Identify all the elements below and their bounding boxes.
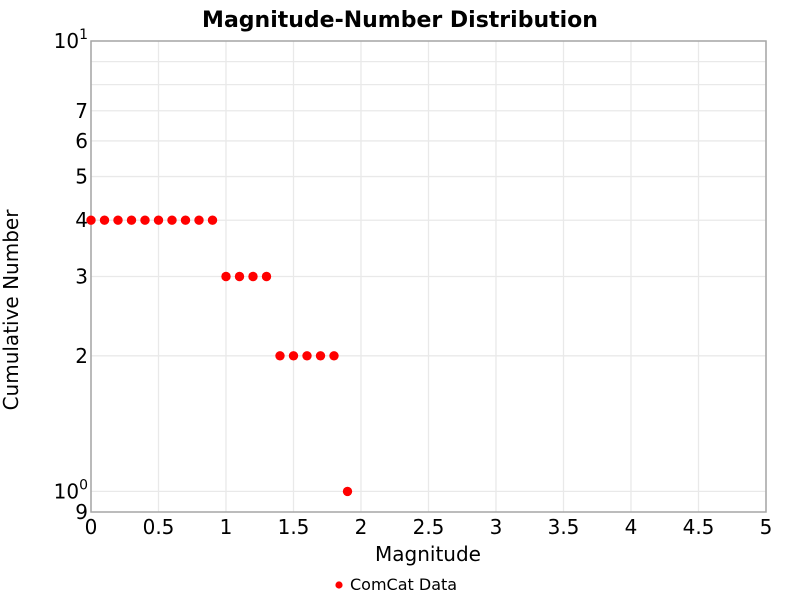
x-axis-label: Magnitude: [375, 542, 481, 566]
x-tick-label: 0.5: [143, 515, 175, 539]
y-tick-label: 3: [75, 265, 88, 289]
data-point: [153, 215, 164, 225]
gridlines: [90, 40, 767, 512]
y-tick-label: 7: [75, 99, 88, 123]
data-point: [99, 215, 110, 225]
y-tick-label: 101: [54, 27, 88, 53]
data-point: [86, 215, 96, 225]
chart-title: Magnitude-Number Distribution: [202, 8, 598, 33]
y-tick-label: 2: [75, 344, 88, 368]
data-point: [329, 351, 339, 361]
data-point: [234, 271, 245, 282]
x-tick-label: 4.5: [683, 515, 715, 539]
x-tick-label: 3: [490, 515, 503, 539]
y-tick-label: 5: [75, 165, 88, 189]
x-tick-label: 1: [220, 515, 233, 539]
legend-marker-icon: [335, 581, 343, 589]
data-points: [86, 215, 353, 497]
data-point: [302, 351, 312, 361]
data-point: [248, 271, 258, 282]
data-point: [126, 215, 137, 225]
x-tick-labels: 0 0.5 1 1.5 2 2.5 3 3.5 4 4.5 5: [85, 515, 773, 539]
data-point: [207, 215, 218, 225]
data-point: [261, 271, 272, 282]
data-point: [180, 215, 191, 225]
y-tick-label: 9: [75, 500, 88, 524]
data-point: [221, 271, 231, 282]
data-point: [194, 215, 204, 225]
data-point: [342, 486, 353, 497]
data-point: [288, 351, 299, 361]
y-axis-label: Cumulative Number: [0, 209, 23, 411]
y-tick-label: 6: [75, 129, 88, 153]
x-tick-label: 2.5: [413, 515, 445, 539]
y-tick-label: 4: [75, 208, 88, 232]
data-point: [113, 215, 123, 225]
plot-border: [90, 40, 767, 513]
x-tick-label: 1.5: [278, 515, 310, 539]
legend: ComCat Data: [335, 575, 457, 594]
x-tick-label: 5: [760, 515, 773, 539]
data-point: [275, 351, 285, 361]
legend-label: ComCat Data: [350, 575, 457, 594]
x-tick-label: 3.5: [548, 515, 580, 539]
data-point: [140, 215, 150, 225]
data-point: [315, 351, 326, 361]
x-tick-label: 2: [355, 515, 368, 539]
x-tick-label: 0: [85, 515, 98, 539]
data-point: [167, 215, 177, 225]
x-tick-label: 4: [625, 515, 638, 539]
